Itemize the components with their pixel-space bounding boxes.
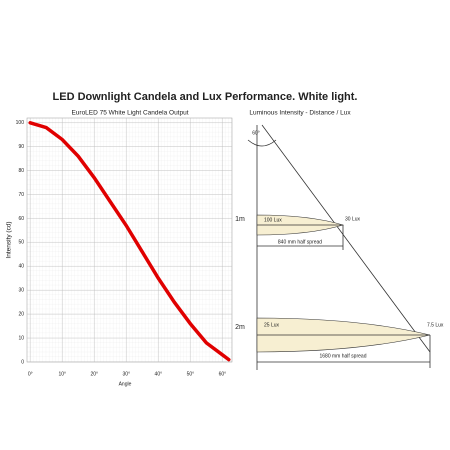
chart-title: EuroLED 75 White Light Candela Output: [71, 110, 188, 117]
center-lux: 100 Lux: [264, 217, 282, 223]
x-tick-label: 30°: [123, 371, 131, 377]
plot-area: [26, 117, 233, 363]
x-tick-label: 10°: [58, 371, 66, 377]
edge-lux: 30 Lux: [345, 216, 361, 222]
x-tick-label: 50°: [187, 371, 195, 377]
center-lux: 25 Lux: [264, 322, 280, 328]
y-tick-label: 0: [21, 359, 24, 365]
x-tick-label: 20°: [90, 371, 98, 377]
diagram: Luminous Intensity - Distance / Lux 60° …: [235, 110, 444, 370]
x-tick-label: 40°: [155, 371, 163, 377]
y-tick-label: 70: [18, 192, 24, 198]
x-tick-label: 0°: [28, 371, 33, 377]
beam-edge: [261, 124, 431, 353]
y-tick-label: 30: [18, 288, 24, 294]
diagram-title: Luminous Intensity - Distance / Lux: [249, 110, 351, 117]
chart: 0 10 20 30 40 50 60 70 80 90 100 0° 10° 20° 30° 40° 50° 6…: [16, 118, 232, 377]
y-tick-label: 10: [18, 335, 24, 341]
spread-label: 1680 mm half spread: [320, 353, 367, 359]
edge-lux: 7.5 Lux: [427, 322, 444, 328]
x-axis-label: Angle: [119, 381, 132, 387]
spread-label: 840 mm half spread: [278, 239, 322, 245]
x-tick-label: 60°: [219, 371, 227, 377]
y-tick-label: 90: [18, 144, 24, 150]
distance-label: 1m: [235, 216, 245, 223]
y-tick-label: 20: [18, 311, 24, 317]
distance-label: 2m: [235, 324, 245, 331]
data-line: [28, 121, 231, 362]
y-tick-label: 80: [18, 168, 24, 174]
y-tick-label: 50: [18, 240, 24, 246]
main-title: LED Downlight Candela and Lux Performanc…: [53, 91, 358, 103]
y-tick-label: 100: [16, 120, 25, 126]
y-axis-label: Intensity (cd): [6, 221, 13, 258]
y-tick-label: 60: [18, 216, 24, 222]
y-tick-label: 40: [18, 264, 24, 270]
angle-label: 60°: [252, 130, 260, 136]
angle-arc: [247, 139, 277, 147]
